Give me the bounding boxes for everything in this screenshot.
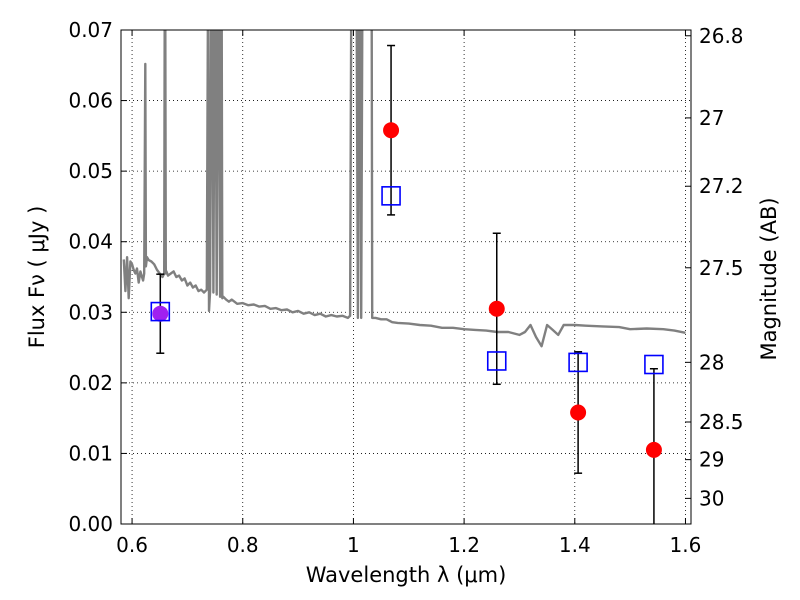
y2-tick-label: 28.5 bbox=[699, 410, 744, 434]
observed-point bbox=[152, 305, 169, 322]
y-tick-label: 0.00 bbox=[68, 512, 113, 536]
y-tick-label: 0.01 bbox=[68, 441, 113, 465]
x-tick-label: 1.4 bbox=[559, 533, 591, 557]
y-tick-label: 0.05 bbox=[68, 159, 113, 183]
y-tick-label: 0.02 bbox=[68, 371, 113, 395]
y2-axis-label: Magnitude (AB) bbox=[757, 197, 781, 360]
y2-tick-label: 26.8 bbox=[699, 24, 744, 48]
observed-point bbox=[383, 122, 400, 139]
observed-point bbox=[570, 404, 587, 421]
spectrum-line bbox=[122, 30, 686, 348]
x-tick-label: 0.6 bbox=[116, 533, 148, 557]
x-tick-label: 1.6 bbox=[670, 533, 702, 557]
y2-tick-label: 28 bbox=[699, 350, 724, 374]
y2-tick-label: 29 bbox=[699, 448, 724, 472]
y-tick-label: 0.06 bbox=[68, 89, 113, 113]
spectrum-layer bbox=[122, 30, 686, 348]
axis-ticks bbox=[121, 29, 691, 525]
y-tick-label: 0.04 bbox=[68, 230, 113, 254]
x-tick-label: 1 bbox=[347, 533, 360, 557]
x-tick-label: 0.8 bbox=[227, 533, 259, 557]
y2-tick-label: 27.2 bbox=[699, 174, 744, 198]
model-square bbox=[568, 352, 588, 373]
model-square bbox=[486, 351, 507, 371]
y-tick-label: 0.07 bbox=[68, 18, 113, 42]
y2-tick-label: 27 bbox=[699, 106, 724, 130]
observed-point bbox=[488, 300, 505, 317]
y-axis-label: Flux Fν ( μJy ) bbox=[25, 206, 49, 349]
errorbar-layer bbox=[156, 44, 658, 524]
plot-frame bbox=[120, 29, 692, 525]
x-tick-label: 1.2 bbox=[448, 533, 480, 557]
y2-tick-label: 27.5 bbox=[699, 256, 744, 280]
model-square bbox=[381, 186, 401, 206]
y2-tick-label: 30 bbox=[699, 486, 724, 510]
marker-layer bbox=[150, 122, 664, 458]
y-tick-label: 0.03 bbox=[68, 300, 113, 324]
model-square bbox=[644, 354, 664, 375]
x-axis-label: Wavelength λ (μm) bbox=[306, 563, 507, 587]
observed-point bbox=[645, 441, 662, 458]
model-square bbox=[150, 301, 171, 322]
axis-tick-labels: 0.6 0.8 1 1.2 1.4 1.6 0.00 0.01 0.02 0.03 0.04 0.05… bbox=[68, 18, 743, 557]
